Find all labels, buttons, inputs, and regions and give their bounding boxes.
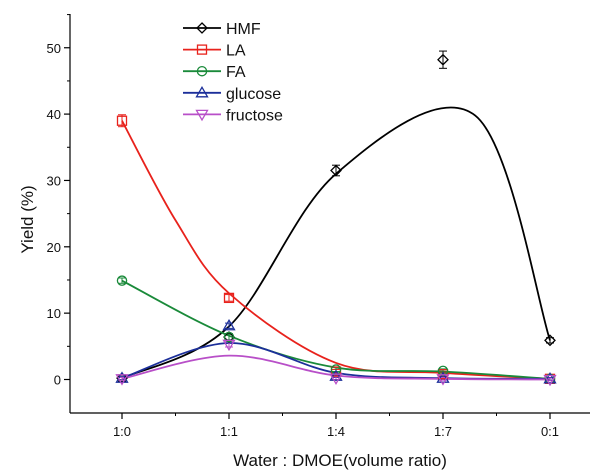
point-LA — [116, 115, 128, 126]
point-glucose — [543, 372, 557, 384]
legend-marker-fructose — [195, 109, 209, 122]
data-markers — [115, 53, 557, 387]
x-axis-title: Water : DMOE(volume ratio) — [233, 451, 447, 470]
point-fructose — [115, 374, 129, 386]
y-tick-label: 30 — [47, 173, 61, 188]
legend-label-FA: FA — [226, 64, 246, 81]
point-glucose — [222, 318, 236, 331]
legend-label-LA: LA — [226, 43, 246, 60]
point-fructose — [329, 373, 343, 385]
series-curves — [121, 106, 551, 381]
point-fructose — [436, 374, 450, 386]
series-line-HMF — [121, 106, 551, 379]
legend-marker-LA — [196, 44, 208, 55]
point-fructose — [222, 339, 236, 352]
point-HMF — [437, 53, 449, 66]
legend-label-fructose: fructose — [226, 107, 283, 124]
series-line-LA — [121, 120, 551, 380]
x-tick-label: 1:4 — [327, 424, 345, 439]
point-fructose — [543, 374, 557, 387]
error-bars — [118, 50, 554, 382]
point-FA — [116, 275, 128, 286]
y-tick-label: 20 — [47, 240, 61, 255]
y-tick-label: 10 — [47, 306, 61, 321]
point-HMF — [330, 164, 342, 177]
point-HMF — [544, 334, 556, 347]
point-glucose — [329, 369, 343, 381]
x-tick-label: 1:7 — [434, 424, 452, 439]
axes: 0 10 20 30 40 50 1:0 1:1 1:4 1:7 0:1 — [47, 14, 590, 439]
point-LA — [223, 292, 235, 304]
legend-marker-HMF — [196, 22, 208, 34]
point-FA — [223, 331, 235, 343]
x-tick-label: 1:0 — [113, 424, 131, 439]
y-tick-label: 40 — [47, 107, 61, 122]
x-tick-label: 0:1 — [541, 424, 559, 439]
point-glucose — [115, 371, 129, 383]
y-axis-title: Yield (%) — [18, 185, 37, 253]
legend-label-glucose: glucose — [226, 86, 281, 103]
y-tick-label: 50 — [47, 41, 61, 56]
legend-marker-glucose — [195, 86, 209, 98]
legend-marker-FA — [196, 65, 208, 77]
y-tick-label: 0 — [54, 373, 61, 388]
legend: HMF LA FA glucose fructose — [183, 21, 283, 124]
series-line-FA — [121, 279, 551, 380]
x-tick-label: 1:1 — [220, 424, 238, 439]
point-glucose — [436, 371, 450, 383]
legend-label-HMF: HMF — [226, 21, 261, 38]
